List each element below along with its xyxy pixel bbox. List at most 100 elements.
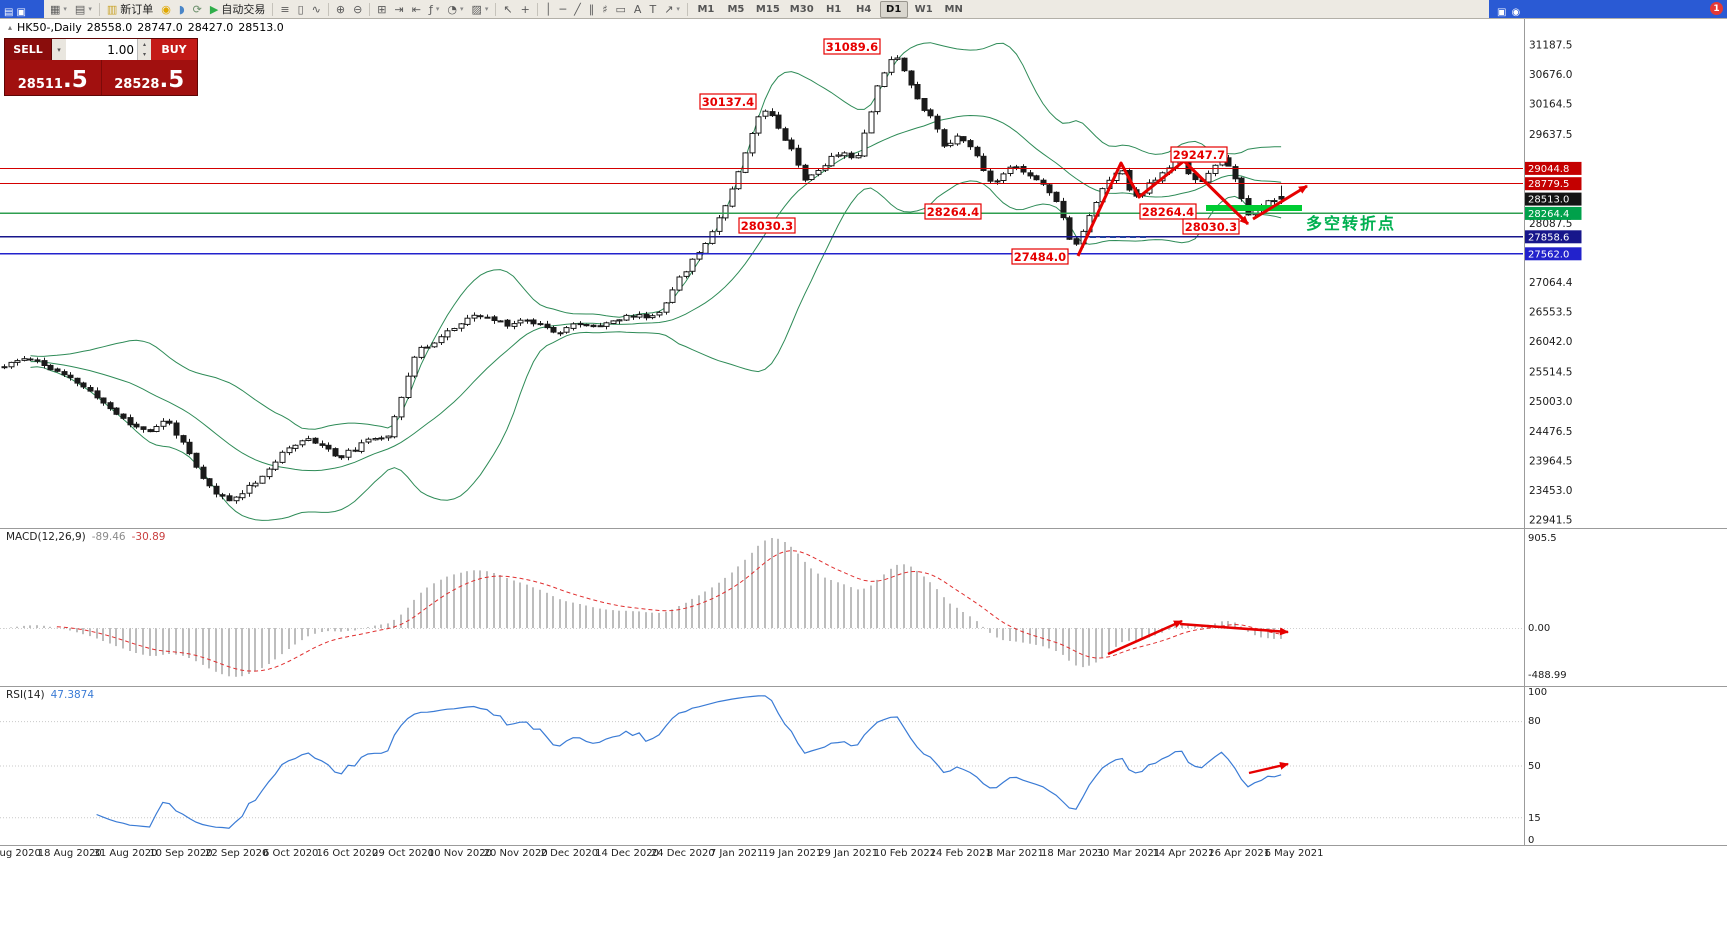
layout-icon[interactable]: ▣ [16, 6, 26, 18]
chart-type-group: ≡ ▯ ∿ [276, 1, 325, 17]
price-annotation-box[interactable] [1182, 218, 1240, 235]
timeframe-h4[interactable]: H4 [856, 3, 872, 15]
price-annotation-box[interactable] [1011, 248, 1069, 265]
price-annotation-box[interactable] [924, 203, 982, 220]
price-annotation-box[interactable] [1170, 146, 1228, 163]
sell-price[interactable]: 28511.5 [5, 60, 101, 95]
timeframe-m5[interactable]: M5 [727, 3, 745, 15]
refresh-icon[interactable]: ⟳ [189, 1, 206, 17]
zigzag-arrow[interactable] [1076, 159, 1250, 257]
periods-icon[interactable]: ◔ ▾ [443, 1, 467, 17]
macd-axis-label: 0.00 [1528, 623, 1550, 634]
svg-text:27562.0: 27562.0 [1528, 249, 1569, 260]
community-icon[interactable]: ◉ [157, 1, 175, 17]
date-label: 26 Apr 2021 [1208, 848, 1271, 859]
chat-icon[interactable]: ◗ [175, 1, 189, 17]
rsi-trend-arrow[interactable] [1248, 761, 1289, 775]
price-axis-tag [1524, 161, 1582, 175]
chart-tools-group: ⊞ ⇥ ⇤ ƒ ▾ ◔ ▾ ▨ ▾ [373, 1, 492, 17]
svg-text:28264.4: 28264.4 [1142, 205, 1194, 219]
price-axis-label: 29637.5 [1529, 129, 1572, 141]
macd-plot [0, 538, 1523, 677]
notification-badge[interactable]: 1 [1710, 2, 1723, 15]
sell-button[interactable]: SELL [5, 39, 51, 60]
chart-title-symbol: HK50-,Daily [17, 21, 82, 34]
buy-price[interactable]: 28528.5 [102, 60, 198, 95]
new-chart-dropdown-icon[interactable]: ▾ [63, 5, 67, 13]
price-axis-label: 30164.5 [1529, 98, 1572, 110]
rsi-axis-label: 100 [1528, 687, 1547, 698]
periods-dropdown-icon[interactable]: ▾ [459, 5, 464, 13]
mail-icon[interactable]: ▣ [1497, 6, 1507, 18]
volume-increase-button[interactable]: ▴ [142, 40, 146, 48]
candle-chart-icon[interactable]: ▯ [294, 1, 308, 17]
toolbar-separator [327, 2, 329, 16]
macd-trend-arrow[interactable] [1107, 619, 1183, 656]
crosshair-icon[interactable]: + [517, 1, 534, 17]
price-axis-label: 26042.0 [1529, 336, 1572, 348]
date-label: 2 Dec 2020 [540, 848, 599, 859]
svg-text:28513.0: 28513.0 [1528, 195, 1569, 206]
price-annotation-box[interactable] [1139, 203, 1197, 220]
tile-windows-icon[interactable]: ⊞ [373, 1, 390, 17]
macd-trend-arrow[interactable] [1179, 622, 1289, 636]
text-label-icon[interactable]: T [645, 1, 660, 17]
price-axis-label: 23964.5 [1529, 456, 1572, 468]
volume-decrease-button[interactable]: ▾ [142, 51, 146, 59]
price-annotation-box[interactable] [738, 217, 796, 234]
horizontal-line-icon[interactable]: ─ [555, 1, 570, 17]
date-label: 10 Feb 2021 [873, 848, 937, 859]
indicators-icon[interactable]: ƒ ▾ [425, 1, 443, 17]
timeframe-h1[interactable]: H1 [826, 3, 842, 15]
price-axis-label: 24476.5 [1529, 426, 1572, 438]
timeframe-w1[interactable]: W1 [914, 3, 933, 15]
toolbar-separator [536, 2, 538, 16]
indicators-dropdown-icon[interactable]: ▾ [435, 5, 440, 13]
zoom-in-icon[interactable]: ⊕ [332, 1, 349, 17]
timeframe-mn[interactable]: MN [944, 3, 963, 15]
zoom-out-icon[interactable]: ⊖ [349, 1, 366, 17]
text-icon[interactable]: A [630, 1, 646, 17]
bar-chart-icon: ≡ [280, 2, 290, 16]
arrows-icon[interactable]: ↗ ▾ [660, 1, 684, 17]
vertical-line-icon[interactable]: │ [541, 1, 556, 17]
alerts-icon[interactable]: ◉ [1511, 6, 1521, 18]
timeframe-m1[interactable]: M1 [697, 3, 715, 15]
timeframe-m15[interactable]: M15 [755, 3, 780, 15]
buy-button[interactable]: BUY [151, 39, 197, 60]
order-options-dropdown[interactable]: ▾ [51, 39, 66, 60]
volume-input[interactable]: 1.00 [66, 39, 137, 60]
equidistant-channel-icon: ∥ [588, 2, 595, 16]
price-annotation-box[interactable] [823, 38, 881, 55]
app-window-icon[interactable]: ▤ [4, 6, 14, 18]
shapes-icon[interactable]: ▭ [612, 1, 630, 17]
timeframe-d1[interactable]: D1 [879, 0, 908, 18]
profiles-icon[interactable]: ▤ ▾ [71, 1, 96, 17]
line-chart-icon[interactable]: ∿ [308, 1, 325, 17]
cursor-icon[interactable]: ↖ [499, 1, 516, 17]
bar-chart-icon[interactable]: ≡ [276, 1, 293, 17]
timeframe-m30[interactable]: M30 [789, 3, 814, 15]
auto-scroll-icon[interactable]: ⇥ [391, 1, 408, 17]
profiles-dropdown-icon[interactable]: ▾ [88, 5, 92, 13]
templates-icon[interactable]: ▨ ▾ [467, 1, 492, 17]
refresh-icon: ⟳ [192, 2, 202, 16]
fibonacci-icon[interactable]: ♯ [598, 1, 611, 17]
price-axis-label: 25514.5 [1529, 366, 1572, 378]
rsi-label: RSI(14) 47.3874 [6, 689, 94, 701]
trend-line-icon[interactable]: ╱ [570, 1, 585, 17]
templates-dropdown-icon[interactable]: ▾ [484, 5, 489, 13]
new-order-icon: ▥ [106, 2, 118, 16]
price-annotation-box[interactable] [699, 93, 757, 110]
new-chart-icon[interactable]: ▦ ▾ [46, 1, 71, 17]
turning-point-annotation[interactable]: 多空转折点 [1306, 214, 1397, 233]
date-label: 6 Oct 2020 [262, 848, 319, 859]
arrows-dropdown-icon[interactable]: ▾ [676, 5, 680, 13]
chart-shift-icon[interactable]: ⇤ [408, 1, 425, 17]
autotrading-button[interactable]: ▶ 自动交易 [206, 1, 269, 17]
breakout-arrow[interactable] [1252, 184, 1308, 221]
buy-price-int: 28528 [114, 77, 160, 92]
new-order-button[interactable]: ▥ 新订单 [103, 1, 157, 17]
equidistant-channel-icon[interactable]: ∥ [585, 1, 599, 17]
